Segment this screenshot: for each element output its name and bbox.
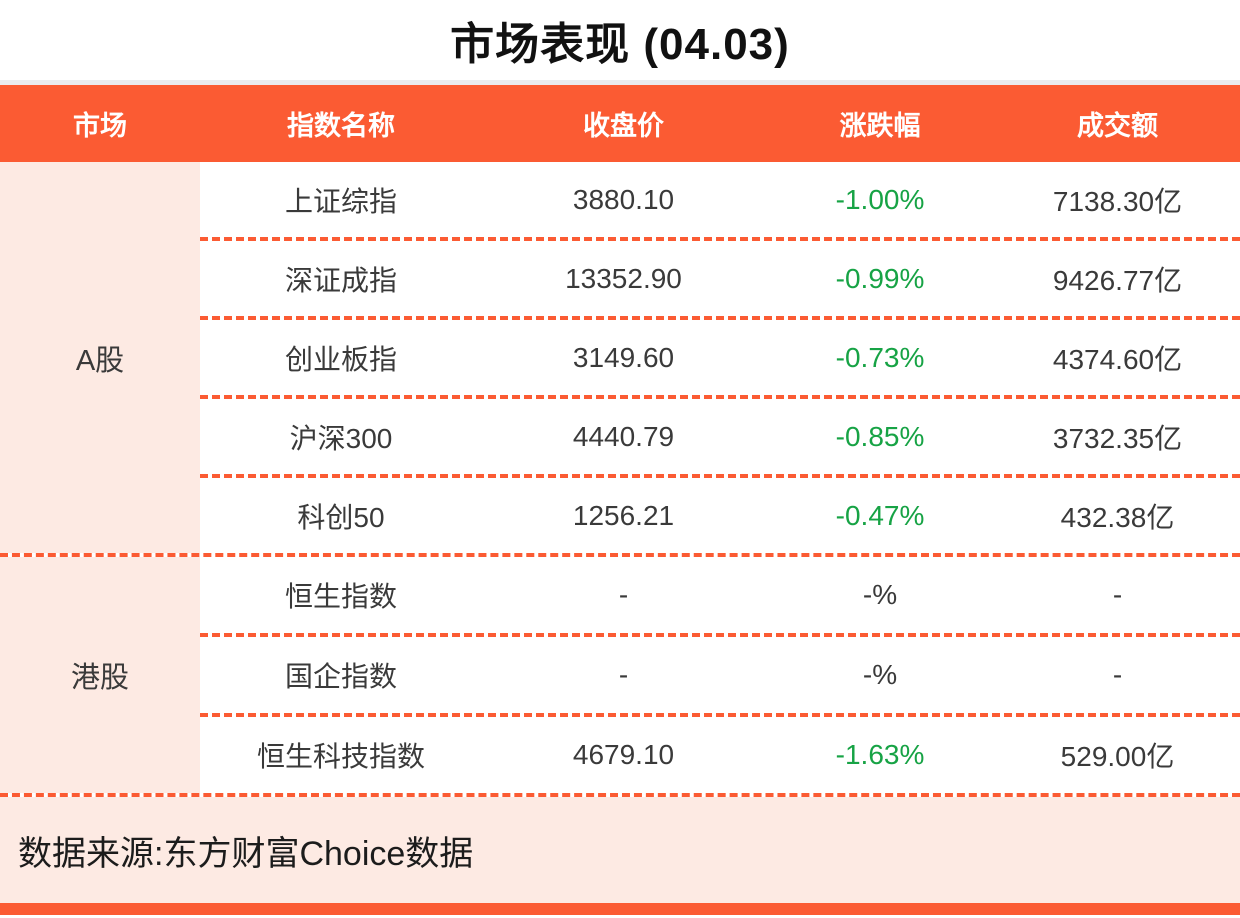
change-percent: -0.99% <box>835 262 925 294</box>
close-price: 13352.90 <box>565 262 682 294</box>
change-percent: -% <box>862 659 898 690</box>
index-name: 上证综指 <box>284 185 397 217</box>
market-group: 港股 恒生指数 - -% - 国企指数 - -% - 恒生科技指数 4679.10 -1.63% 529… <box>0 557 1240 797</box>
data-source-text: 数据来源:东方财富Choice数据 <box>18 834 474 873</box>
group-rows: 恒生指数 - -% - 国企指数 - -% - 恒生科技指数 4679.10 -1.63% 529.0… <box>200 557 1240 793</box>
close-price: - <box>618 659 629 690</box>
bottom-accent-bar <box>0 903 1240 915</box>
index-row: 恒生科技指数 4679.10 -1.63% 529.00亿 <box>200 713 1240 793</box>
title-bar: 市场表现 (04.03) <box>0 0 1240 80</box>
change-percent: -0.73% <box>835 341 925 373</box>
index-name: 国企指数 <box>284 661 397 692</box>
turnover: 432.38亿 <box>1060 501 1175 533</box>
close-price: 4440.79 <box>572 420 675 452</box>
header-turnover: 成交额 <box>1077 111 1158 141</box>
index-row: 科创50 1256.21 -0.47% 432.38亿 <box>200 474 1240 553</box>
turnover: 9426.77亿 <box>1052 264 1183 296</box>
change-percent: -0.85% <box>835 420 925 452</box>
close-price: 3149.60 <box>572 341 675 373</box>
index-name: 创业板指 <box>284 343 397 375</box>
index-row: 恒生指数 - -% - <box>200 557 1240 633</box>
index-name: 恒生科技指数 <box>256 741 425 772</box>
header-close: 收盘价 <box>583 111 664 141</box>
table-body: A股 上证综指 3880.10 -1.00% 7138.30亿深证成指 13352.90 -… <box>0 162 1240 797</box>
turnover: - <box>1112 659 1123 690</box>
title-divider <box>0 80 1240 85</box>
page-title: 市场表现 (04.03) <box>450 20 790 69</box>
index-row: 国企指数 - -% - <box>200 633 1240 713</box>
close-price: 4679.10 <box>572 739 675 770</box>
turnover: 7138.30亿 <box>1052 185 1183 217</box>
header-market: 市场 <box>73 111 127 141</box>
table-header-row: 市场 指数名称 收盘价 涨跌幅 成交额 <box>0 85 1240 162</box>
close-price: 3880.10 <box>572 183 675 215</box>
turnover: 3732.35亿 <box>1052 422 1183 454</box>
change-percent: -% <box>862 579 898 610</box>
market-group: A股 上证综指 3880.10 -1.00% 7138.30亿深证成指 13352.90 -… <box>0 162 1240 557</box>
index-name: 恒生指数 <box>284 581 397 612</box>
turnover: 529.00亿 <box>1060 741 1175 772</box>
header-index-name: 指数名称 <box>287 111 395 141</box>
header-change: 涨跌幅 <box>839 111 921 141</box>
market-label: A股 <box>0 162 200 553</box>
group-rows: 上证综指 3880.10 -1.00% 7138.30亿深证成指 13352.90 -0.… <box>200 162 1240 553</box>
index-row: 创业板指 3149.60 -0.73% 4374.60亿 <box>200 316 1240 395</box>
index-row: 沪深300 4440.79 -0.85% 3732.35亿 <box>200 395 1240 474</box>
index-row: 深证成指 13352.90 -0.99% 9426.77亿 <box>200 237 1240 316</box>
index-row: 上证综指 3880.10 -1.00% 7138.30亿 <box>200 162 1240 237</box>
close-price: 1256.21 <box>572 499 675 531</box>
change-percent: -1.00% <box>835 183 925 215</box>
change-percent: -1.63% <box>835 739 925 770</box>
turnover: 4374.60亿 <box>1052 343 1183 375</box>
index-name: 沪深300 <box>289 422 393 454</box>
turnover: - <box>1112 579 1123 610</box>
index-name: 深证成指 <box>284 264 397 296</box>
change-percent: -0.47% <box>835 499 925 531</box>
index-name: 科创50 <box>297 501 385 533</box>
close-price: - <box>618 579 629 610</box>
market-label: 港股 <box>0 557 200 793</box>
footer: 数据来源:东方财富Choice数据 <box>0 797 1240 903</box>
